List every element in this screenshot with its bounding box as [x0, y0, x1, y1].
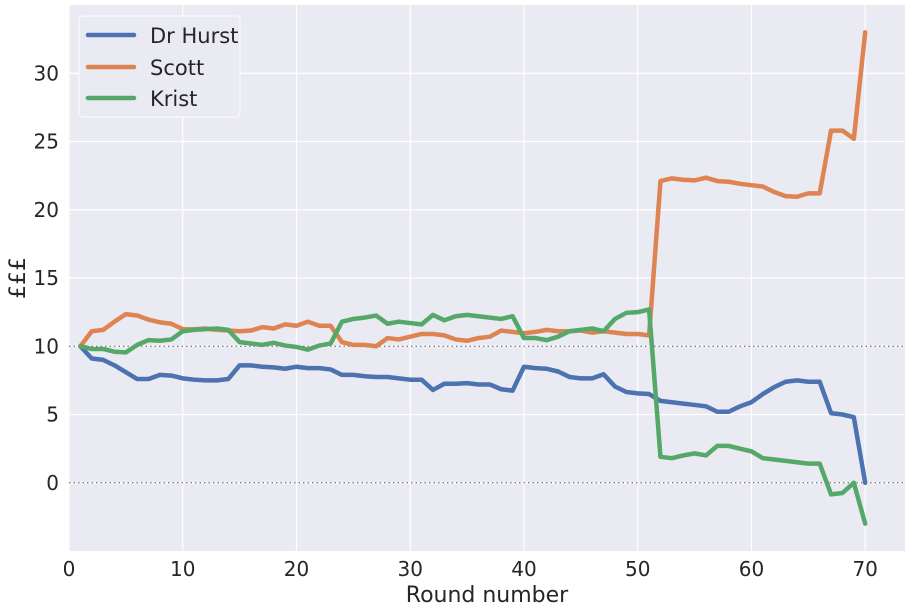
legend-label-scott: Scott	[150, 56, 204, 80]
y-tick-label: 15	[34, 266, 59, 290]
x-axis-label: Round number	[406, 583, 569, 608]
y-tick-label: 30	[34, 61, 59, 85]
x-tick-label: 60	[739, 557, 764, 581]
series-line-krist	[78, 307, 868, 526]
x-tick-labels: 0 10 20 30 40 50 60 70	[63, 557, 878, 581]
x-tick-label: 20	[284, 557, 309, 581]
x-tick-label: 70	[852, 557, 877, 581]
series-line-dr-hurst	[78, 344, 868, 485]
legend-label-krist: Krist	[150, 87, 197, 111]
y-tick-labels: 0 5 10 15 20 25 30	[34, 61, 59, 495]
y-tick-label: 25	[34, 130, 59, 154]
y-tick-label: 5	[46, 403, 59, 427]
x-tick-label: 10	[170, 557, 195, 581]
x-tick-label: 50	[625, 557, 650, 581]
y-tick-label: 10	[34, 334, 59, 358]
y-axis-label: £££	[6, 257, 31, 299]
legend-label-dr-hurst: Dr Hurst	[150, 24, 238, 48]
x-tick-label: 30	[397, 557, 422, 581]
legend: Dr Hurst Scott Krist	[78, 15, 241, 118]
x-tick-label: 0	[63, 557, 76, 581]
legend-box	[78, 15, 241, 118]
grid	[68, 5, 905, 551]
x-tick-label: 40	[511, 557, 536, 581]
series-group	[78, 30, 868, 526]
y-tick-label: 20	[34, 198, 59, 222]
y-tick-label: 0	[46, 471, 59, 495]
